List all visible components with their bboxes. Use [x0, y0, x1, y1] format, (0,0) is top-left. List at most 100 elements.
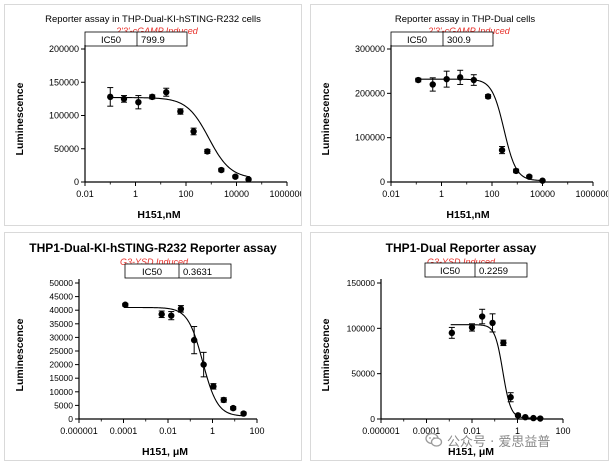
data-point — [229, 404, 237, 412]
ic50-box — [424, 262, 528, 278]
y-tick-label: 0 — [68, 414, 73, 424]
y-tick-label: 30000 — [49, 332, 73, 342]
data-point — [220, 396, 227, 404]
ic50-label: IC50 — [440, 266, 460, 277]
x-tick-label: 0.01 — [463, 426, 481, 436]
y-tick-label: 0 — [380, 177, 385, 187]
chart-subtitle: G3-YSD Induced — [427, 257, 496, 267]
data-point — [177, 108, 184, 115]
fit-curve — [416, 78, 544, 182]
chart-title: THP1-Dual-KI-hSTING-R232 Reporter assay — [29, 241, 277, 255]
y-tick-label: 100000 — [49, 111, 79, 121]
x-tick-label: 100 — [484, 189, 499, 199]
data-point — [240, 410, 247, 417]
data-point — [514, 412, 522, 419]
data-point — [478, 313, 486, 320]
ic50-box — [124, 263, 232, 279]
data-point — [526, 173, 533, 180]
data-point — [470, 76, 477, 84]
chart-panel-1: Reporter assay in THP-Dual-KI-hSTING-R23… — [4, 4, 302, 226]
x-tick-label: 1000000 — [269, 189, 301, 199]
x-tick-label: 0.0001 — [110, 426, 138, 436]
chart-subtitle: 2'3'-cGAMP Induced — [427, 26, 511, 36]
data-point — [168, 312, 175, 319]
x-tick-label: 1 — [439, 189, 444, 199]
data-point — [107, 93, 114, 101]
y-tick-label: 150000 — [49, 77, 79, 87]
y-axis-label: Luminescence — [14, 318, 26, 391]
ic50-value: 799.9 — [141, 35, 165, 46]
y-tick-label: 50000 — [351, 369, 375, 379]
watermark: 公众号 · 爱思益普 — [425, 427, 605, 453]
data-point — [539, 177, 546, 184]
ic50-value: 0.2259 — [479, 266, 508, 277]
y-tick-label: 200000 — [49, 44, 79, 54]
x-tick-label: 0.000001 — [362, 426, 400, 436]
x-tick-label: 10000 — [224, 189, 249, 199]
chart-svg-1: Reporter assay in THP-Dual-KI-hSTING-R23… — [14, 14, 301, 221]
ic50-label: IC50 — [101, 35, 121, 46]
data-point — [218, 166, 225, 174]
data-point — [530, 414, 537, 422]
ic50-label: IC50 — [142, 267, 162, 278]
x-tick-label: 1 — [210, 426, 215, 436]
y-tick-label: 50000 — [54, 144, 79, 154]
x-axis-label: H151, μM — [448, 446, 494, 458]
x-tick-label: 0.01 — [382, 189, 400, 199]
chart-svg-4: THP1-Dual Reporter assay G3-YSD InducedIC… — [320, 241, 571, 458]
y-tick-label: 10000 — [49, 387, 73, 397]
chart-subtitle: 2'3'-cGAMP Induced — [115, 26, 199, 36]
y-axis-label: Luminescence — [320, 82, 332, 155]
fit-curve — [450, 324, 542, 419]
y-tick-label: 45000 — [49, 292, 73, 302]
data-point — [443, 75, 450, 83]
x-tick-label: 0.0001 — [413, 426, 441, 436]
data-point — [190, 128, 197, 135]
y-tick-label: 200000 — [355, 88, 385, 98]
y-tick-label: 300000 — [355, 44, 385, 54]
data-point — [429, 81, 436, 88]
y-tick-label: 20000 — [49, 360, 73, 370]
data-point — [456, 74, 464, 81]
chart-title: THP1-Dual Reporter assay — [386, 241, 537, 255]
ic50-box — [390, 31, 494, 47]
chart-title: Reporter assay in THP-Dual-KI-hSTING-R23… — [45, 14, 261, 25]
fit-curve — [124, 306, 245, 417]
y-tick-label: 50000 — [49, 278, 73, 288]
data-point — [163, 89, 170, 96]
chart-panel-2: Reporter assay in THP-Dual cells 2'3'-cGA… — [310, 4, 609, 226]
data-point — [204, 148, 211, 155]
data-point — [448, 329, 456, 337]
x-axis-label: H151,nM — [446, 209, 489, 221]
x-tick-label: 1000000 — [575, 189, 608, 199]
data-point — [245, 176, 252, 183]
data-point — [500, 339, 507, 347]
y-tick-label: 35000 — [49, 319, 73, 329]
y-tick-label: 5000 — [54, 400, 73, 410]
y-tick-label: 100000 — [347, 323, 376, 333]
x-axis-label: H151, μM — [142, 446, 188, 458]
data-point — [507, 394, 514, 401]
data-point — [120, 95, 128, 103]
chart-panel-3: THP1-Dual-KI-hSTING-R232 Reporter assay G… — [4, 232, 302, 461]
x-axis-label: H151,nM — [137, 209, 180, 221]
data-point — [177, 305, 185, 313]
ic50-value: 300.9 — [447, 35, 471, 46]
data-point — [158, 311, 165, 318]
data-point — [210, 383, 217, 390]
y-tick-label: 100000 — [355, 133, 385, 143]
y-axis-label: Luminescence — [14, 82, 26, 155]
ic50-label: IC50 — [407, 35, 427, 46]
fit-curve — [108, 97, 250, 178]
data-point — [512, 167, 520, 175]
data-point — [498, 146, 506, 154]
x-tick-label: 0.000001 — [60, 426, 98, 436]
ic50-value: 0.3631 — [183, 267, 212, 278]
data-point — [489, 319, 496, 327]
data-point — [190, 336, 198, 344]
watermark-text: 公众号 · 爱思益普 — [447, 434, 551, 450]
ic50-box — [84, 31, 188, 47]
x-tick-label: 1 — [133, 189, 138, 199]
chart-svg-3: THP1-Dual-KI-hSTING-R232 Reporter assay G… — [14, 241, 277, 458]
y-tick-label: 15000 — [49, 373, 73, 383]
